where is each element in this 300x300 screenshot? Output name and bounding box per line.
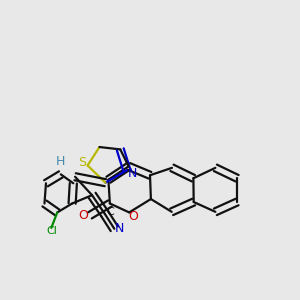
Text: Cl: Cl: [46, 226, 57, 236]
Text: S: S: [78, 156, 86, 169]
Text: N: N: [128, 167, 137, 180]
Text: N: N: [115, 222, 124, 235]
Text: H: H: [56, 155, 65, 168]
Text: O: O: [129, 210, 139, 224]
Text: O: O: [79, 209, 88, 222]
Text: C: C: [106, 207, 114, 218]
